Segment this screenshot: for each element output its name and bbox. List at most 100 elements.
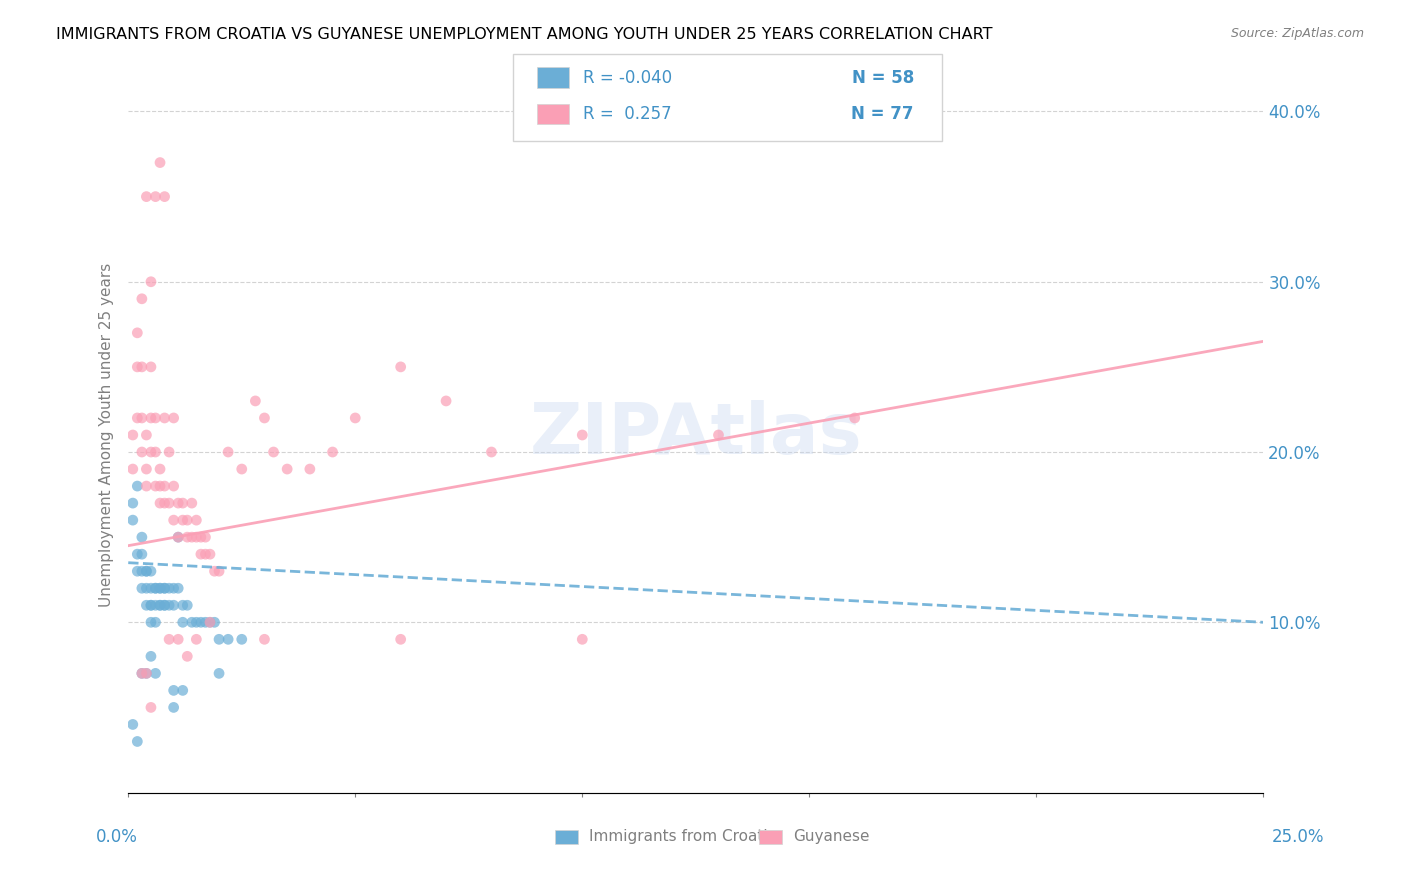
- Point: [176, 599, 198, 613]
- Point: [135, 479, 157, 493]
- Point: [149, 581, 172, 595]
- Point: [163, 513, 186, 527]
- Point: [190, 530, 212, 544]
- Point: [145, 581, 167, 595]
- Point: [167, 632, 190, 647]
- Point: [139, 649, 162, 664]
- Point: [153, 599, 176, 613]
- Point: [198, 615, 221, 630]
- Point: [121, 717, 143, 731]
- Point: [139, 599, 162, 613]
- Point: [139, 359, 162, 374]
- Point: [149, 496, 172, 510]
- Point: [344, 411, 367, 425]
- Point: [163, 700, 186, 714]
- Point: [231, 632, 253, 647]
- Point: [167, 496, 190, 510]
- Point: [180, 530, 202, 544]
- Point: [135, 189, 157, 203]
- Point: [131, 411, 153, 425]
- Point: [217, 445, 239, 459]
- Text: R = -0.040: R = -0.040: [583, 69, 672, 87]
- Point: [135, 666, 157, 681]
- Point: [131, 359, 153, 374]
- Point: [190, 547, 212, 561]
- Text: ZIPAtlas: ZIPAtlas: [530, 401, 862, 469]
- Point: [707, 428, 730, 442]
- Point: [167, 530, 190, 544]
- Point: [167, 581, 190, 595]
- Text: N = 58: N = 58: [852, 69, 914, 87]
- Point: [186, 632, 208, 647]
- Text: R =  0.257: R = 0.257: [583, 105, 672, 123]
- Point: [153, 496, 176, 510]
- Point: [186, 615, 208, 630]
- Point: [121, 462, 143, 476]
- Text: 0.0%: 0.0%: [96, 828, 138, 846]
- Point: [135, 599, 157, 613]
- Point: [131, 564, 153, 578]
- Point: [190, 615, 212, 630]
- Point: [131, 445, 153, 459]
- Point: [194, 547, 217, 561]
- Point: [389, 359, 412, 374]
- Text: Guyanese: Guyanese: [793, 830, 869, 844]
- Point: [163, 581, 186, 595]
- Text: 25.0%: 25.0%: [1272, 828, 1324, 846]
- Point: [167, 530, 190, 544]
- Point: [157, 445, 180, 459]
- Point: [127, 479, 149, 493]
- Point: [194, 530, 217, 544]
- Point: [145, 445, 167, 459]
- Point: [298, 462, 321, 476]
- Point: [127, 547, 149, 561]
- Point: [157, 632, 180, 647]
- Point: [145, 479, 167, 493]
- Point: [163, 411, 186, 425]
- Point: [139, 581, 162, 595]
- Point: [135, 666, 157, 681]
- Point: [253, 632, 276, 647]
- Point: [176, 530, 198, 544]
- Point: [389, 632, 412, 647]
- Point: [131, 666, 153, 681]
- Point: [481, 445, 503, 459]
- Point: [145, 581, 167, 595]
- Point: [180, 615, 202, 630]
- Point: [149, 599, 172, 613]
- Point: [121, 496, 143, 510]
- Point: [135, 564, 157, 578]
- Point: [571, 632, 593, 647]
- Point: [139, 599, 162, 613]
- Point: [434, 393, 457, 408]
- Point: [149, 581, 172, 595]
- Point: [245, 393, 267, 408]
- Point: [198, 615, 221, 630]
- Point: [139, 615, 162, 630]
- Point: [163, 683, 186, 698]
- Point: [157, 599, 180, 613]
- Point: [145, 599, 167, 613]
- Text: IMMIGRANTS FROM CROATIA VS GUYANESE UNEMPLOYMENT AMONG YOUTH UNDER 25 YEARS CORR: IMMIGRANTS FROM CROATIA VS GUYANESE UNEM…: [56, 27, 993, 42]
- Point: [263, 445, 285, 459]
- Point: [145, 615, 167, 630]
- Point: [131, 547, 153, 561]
- Point: [127, 411, 149, 425]
- Point: [139, 275, 162, 289]
- Point: [253, 411, 276, 425]
- Point: [172, 615, 194, 630]
- Point: [121, 428, 143, 442]
- Point: [217, 632, 239, 647]
- Point: [149, 479, 172, 493]
- Point: [149, 599, 172, 613]
- Point: [844, 411, 866, 425]
- Point: [121, 513, 143, 527]
- Point: [172, 599, 194, 613]
- Point: [172, 496, 194, 510]
- Point: [139, 700, 162, 714]
- Point: [149, 155, 172, 169]
- Point: [153, 479, 176, 493]
- Point: [131, 581, 153, 595]
- Point: [163, 479, 186, 493]
- Point: [127, 359, 149, 374]
